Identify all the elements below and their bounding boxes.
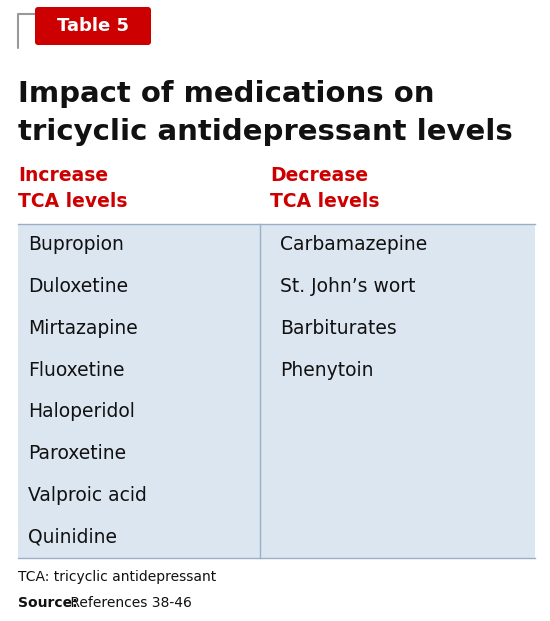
Text: TCA levels: TCA levels [18, 192, 128, 211]
Text: References 38-46: References 38-46 [66, 596, 192, 610]
Text: Carbamazepine: Carbamazepine [280, 235, 427, 255]
Text: St. John’s wort: St. John’s wort [280, 277, 415, 296]
Text: Impact of medications on: Impact of medications on [18, 80, 434, 108]
Text: TCA levels: TCA levels [270, 192, 380, 211]
Text: Table 5: Table 5 [57, 17, 129, 35]
Text: Valproic acid: Valproic acid [28, 486, 147, 505]
Text: Increase: Increase [18, 166, 108, 185]
Text: Source:: Source: [18, 596, 78, 610]
Text: Paroxetine: Paroxetine [28, 444, 126, 463]
FancyBboxPatch shape [35, 7, 151, 45]
Text: Fluoxetine: Fluoxetine [28, 361, 124, 379]
FancyBboxPatch shape [18, 224, 535, 558]
Text: Mirtazapine: Mirtazapine [28, 319, 138, 338]
Text: Decrease: Decrease [270, 166, 368, 185]
Text: Phenytoin: Phenytoin [280, 361, 373, 379]
Text: tricyclic antidepressant levels: tricyclic antidepressant levels [18, 118, 513, 146]
Text: Duloxetine: Duloxetine [28, 277, 128, 296]
Text: Haloperidol: Haloperidol [28, 402, 135, 422]
Text: Bupropion: Bupropion [28, 235, 124, 255]
Text: Quinidine: Quinidine [28, 528, 117, 546]
Text: Barbiturates: Barbiturates [280, 319, 397, 338]
Text: TCA: tricyclic antidepressant: TCA: tricyclic antidepressant [18, 570, 216, 584]
